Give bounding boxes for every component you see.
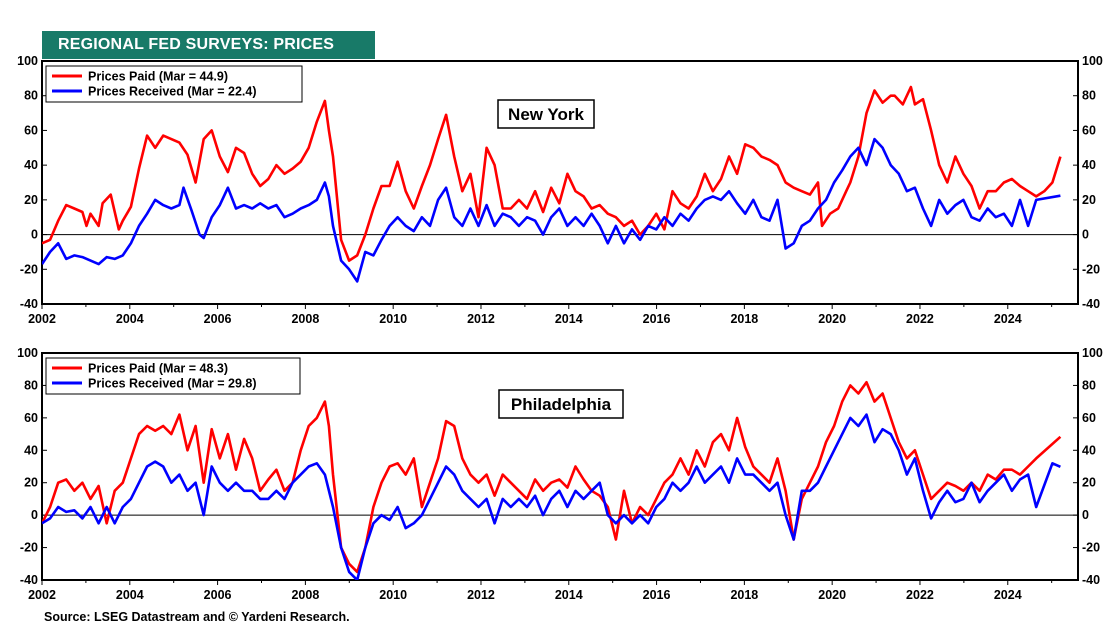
y-tick-label-left: 100 [17, 346, 38, 360]
x-tick-label: 2020 [818, 588, 846, 602]
x-tick-label: 2012 [467, 312, 495, 326]
y-tick-label-left: 60 [24, 411, 38, 425]
region-label: Philadelphia [511, 395, 612, 414]
y-tick-label-left: 20 [24, 193, 38, 207]
region-label-box [497, 99, 595, 129]
source-note: Source: LSEG Datastream and © Yardeni Re… [44, 610, 350, 624]
y-tick-label-right: 0 [1082, 508, 1089, 522]
x-tick-label: 2014 [555, 588, 583, 602]
x-tick-label: 2002 [28, 588, 56, 602]
y-tick-label-right: 100 [1082, 54, 1103, 68]
y-tick-label-right: 40 [1082, 158, 1096, 172]
x-tick-label: 2018 [730, 588, 758, 602]
legend-box [45, 65, 303, 103]
y-tick-label-right: -20 [1082, 541, 1100, 555]
chart-banner-title: REGIONAL FED SURVEYS: PRICES [42, 31, 375, 59]
y-tick-label-left: -20 [20, 541, 38, 555]
x-tick-label: 2004 [116, 312, 144, 326]
y-tick-label-right: 100 [1082, 346, 1103, 360]
y-tick-label-right: 60 [1082, 411, 1096, 425]
y-tick-label-right: 60 [1082, 123, 1096, 137]
x-tick-label: 2002 [28, 312, 56, 326]
x-tick-label: 2014 [555, 312, 583, 326]
x-tick-label: 2016 [643, 588, 671, 602]
x-tick-label: 2022 [906, 312, 934, 326]
x-tick-label: 2010 [379, 312, 407, 326]
y-tick-label-left: -40 [20, 297, 38, 311]
x-tick-label: 2024 [994, 312, 1022, 326]
x-tick-label: 2016 [643, 312, 671, 326]
y-tick-label-right: -20 [1082, 262, 1100, 276]
series-line-prices-paid [42, 380, 1062, 574]
x-tick-label: 2012 [467, 588, 495, 602]
x-tick-label: 2010 [379, 588, 407, 602]
y-tick-label-left: 0 [31, 228, 38, 242]
y-tick-label-right: 40 [1082, 443, 1096, 457]
y-tick-label-left: -40 [20, 573, 38, 587]
x-tick-label: 2020 [818, 312, 846, 326]
y-tick-label-right: 80 [1082, 378, 1096, 392]
y-tick-label-left: 80 [24, 378, 38, 392]
x-tick-label: 2008 [291, 312, 319, 326]
y-tick-label-left: 100 [17, 54, 38, 68]
x-tick-label: 2004 [116, 588, 144, 602]
series-line-prices-paid [42, 85, 1062, 262]
y-tick-label-left: 80 [24, 89, 38, 103]
x-tick-label: 2024 [994, 588, 1022, 602]
y-tick-label-left: 40 [24, 158, 38, 172]
legend-label: Prices Received (Mar = 29.8) [88, 377, 257, 391]
y-tick-label-right: 80 [1082, 89, 1096, 103]
x-tick-label: 2006 [204, 588, 232, 602]
legend-label: Prices Paid (Mar = 44.9) [88, 70, 228, 84]
region-label: New York [508, 105, 584, 124]
y-tick-label-right: 0 [1082, 228, 1089, 242]
y-tick-label-right: -40 [1082, 297, 1100, 311]
y-tick-label-right: 20 [1082, 476, 1096, 490]
legend-label: Prices Received (Mar = 22.4) [88, 85, 257, 99]
legend-label: Prices Paid (Mar = 48.3) [88, 362, 228, 376]
series-line-prices-received [42, 137, 1061, 283]
y-tick-label-left: 40 [24, 443, 38, 457]
x-tick-label: 2022 [906, 588, 934, 602]
y-tick-label-right: 20 [1082, 193, 1096, 207]
y-tick-label-left: 20 [24, 476, 38, 490]
region-label-box [498, 389, 624, 419]
x-tick-label: 2018 [730, 312, 758, 326]
y-tick-label-left: 60 [24, 123, 38, 137]
series-line-prices-received [42, 413, 1061, 580]
y-tick-label-left: -20 [20, 262, 38, 276]
y-tick-label-left: 0 [31, 508, 38, 522]
legend-box [45, 357, 301, 395]
x-tick-label: 2006 [204, 312, 232, 326]
x-tick-label: 2008 [291, 588, 319, 602]
y-tick-label-right: -40 [1082, 573, 1100, 587]
